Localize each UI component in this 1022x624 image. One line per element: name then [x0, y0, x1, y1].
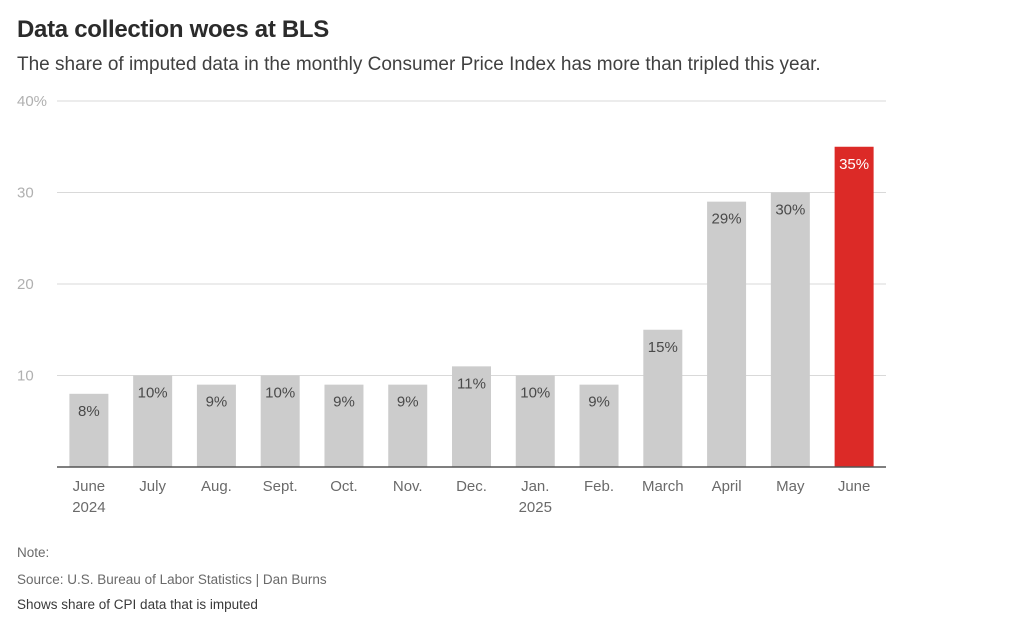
chart-source: Source: U.S. Bureau of Labor Statistics … — [17, 572, 327, 587]
data-label: 35% — [839, 156, 869, 173]
bar — [452, 366, 491, 467]
bar — [707, 201, 747, 467]
y-tick-label: 40% — [17, 93, 47, 110]
x-tick-label: May — [776, 478, 805, 495]
x-tick-label: Dec. — [456, 478, 487, 495]
x-tick-label: July — [139, 478, 166, 495]
x-tick-label: Oct. — [330, 478, 358, 495]
x-tick-label: June — [838, 478, 871, 495]
bar — [196, 384, 236, 467]
x-tick-label: Aug. — [201, 478, 232, 495]
y-tick-label: 10 — [17, 368, 34, 385]
data-label: 15% — [648, 339, 678, 356]
bar-chart: 8% 10% 9% 10% 9% 9% 11% 10% 9% 15% 29% 30% 35% 10 20 3… — [17, 93, 886, 516]
data-label: 9% — [333, 394, 355, 411]
data-label: 11% — [457, 375, 486, 392]
x-tick-label: Sept. — [263, 478, 298, 495]
chart-title: Data collection woes at BLS — [17, 16, 329, 43]
data-label: 10% — [520, 385, 550, 402]
x-tick-label: April — [712, 478, 742, 495]
x-tick-label: Nov. — [393, 478, 423, 495]
bars — [69, 146, 874, 467]
bar — [770, 192, 810, 467]
data-label: 9% — [588, 394, 610, 411]
data-label: 10% — [138, 385, 168, 402]
bar — [133, 375, 173, 467]
chart-subtitle: The share of imputed data in the monthly… — [17, 54, 821, 75]
axes: 10 20 30 40% June 2024 July Aug. Sept. Oct. Nov. De… — [17, 93, 886, 516]
chart-description: Shows share of CPI data that is imputed — [17, 597, 258, 612]
x-tick-label: June — [73, 478, 106, 495]
x-tick-label: Feb. — [584, 478, 614, 495]
bar — [834, 146, 874, 467]
gridlines — [57, 100, 886, 376]
x-tick-label: March — [642, 478, 684, 495]
bar — [69, 393, 109, 467]
bar — [579, 384, 619, 467]
bar — [260, 375, 300, 467]
data-label: 10% — [265, 385, 295, 402]
bar — [643, 329, 683, 467]
x-tick-label: Jan. — [521, 478, 549, 495]
data-label: 9% — [206, 394, 228, 411]
bar — [324, 384, 364, 467]
chart-note: Note: — [17, 545, 50, 560]
x-tick-label: 2025 — [519, 499, 552, 516]
bar — [388, 384, 428, 467]
data-label: 9% — [397, 394, 419, 411]
data-label: 30% — [775, 202, 805, 219]
bar — [515, 375, 555, 467]
value-labels: 8% 10% 9% 10% 9% 9% 11% 10% 9% 15% 29% 30% 35% — [78, 156, 869, 420]
y-tick-label: 30 — [17, 185, 34, 202]
data-label: 29% — [712, 211, 742, 228]
y-tick-label: 20 — [17, 276, 34, 293]
data-label: 8% — [78, 403, 100, 420]
x-tick-label: 2024 — [72, 499, 105, 516]
